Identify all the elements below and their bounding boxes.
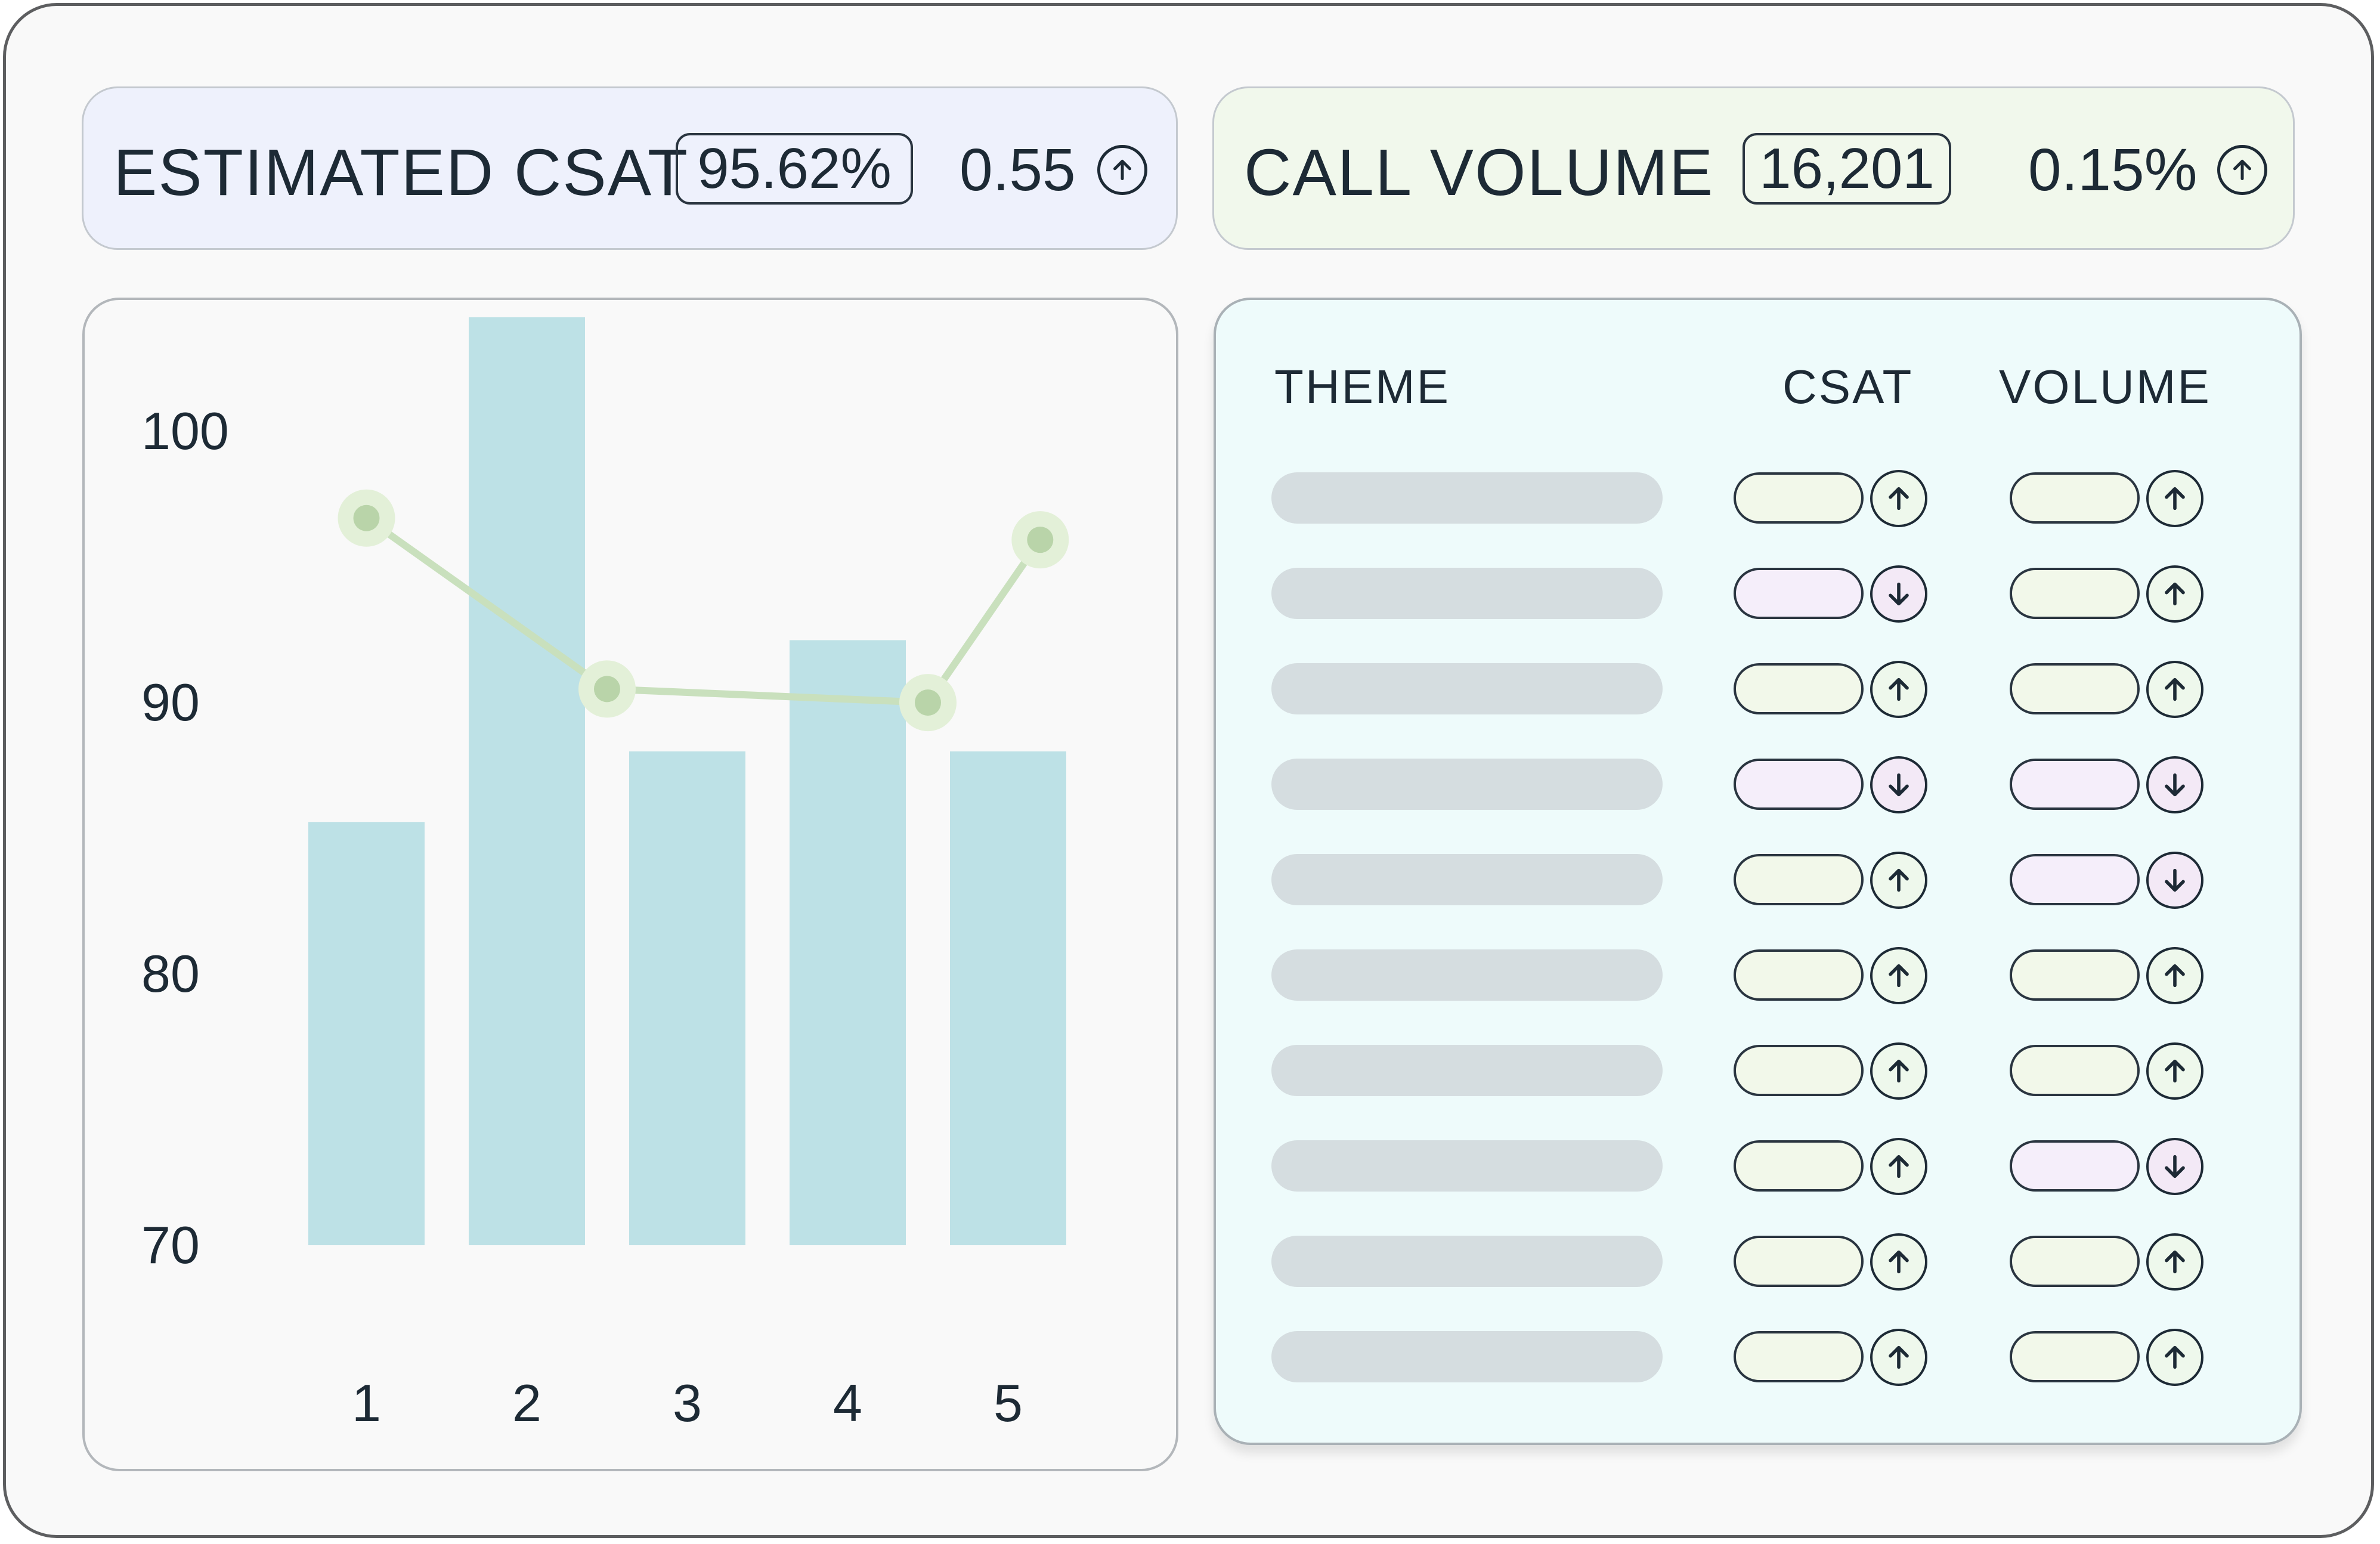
kpi-value-badge: 95.62%: [676, 133, 913, 205]
theme-placeholder: [1271, 472, 1663, 524]
csat-value-pill: [1734, 1045, 1864, 1096]
theme-placeholder: [1271, 1045, 1663, 1096]
theme-placeholder: [1271, 759, 1663, 810]
volume-value-pill: [2010, 568, 2140, 619]
theme-placeholder: [1271, 663, 1663, 714]
kpi-card-call-volume: CALL VOLUME 16,201 0.15%: [1212, 86, 2295, 250]
table-row: [1216, 1135, 2299, 1195]
arrow-up-icon: [1870, 947, 1927, 1004]
csat-value-pill: [1734, 472, 1864, 524]
arrow-up-icon: [1870, 1042, 1927, 1100]
csat-value-pill: [1734, 663, 1864, 714]
bar: [629, 751, 745, 1245]
line-point: [594, 676, 620, 703]
volume-value-pill: [2010, 1236, 2140, 1287]
kpi-value-badge: 16,201: [1743, 133, 1951, 205]
bar-line-chart: 100 90 80 70 1 2 3 4 5: [141, 317, 1069, 1432]
table-row: [1216, 945, 2299, 1004]
csat-value-pill: [1734, 1331, 1864, 1382]
bar: [950, 751, 1066, 1245]
bar: [790, 640, 906, 1245]
theme-placeholder: [1271, 568, 1663, 619]
arrow-up-icon: [2146, 1233, 2203, 1291]
table-row: [1216, 1326, 2299, 1386]
table-row: [1216, 754, 2299, 813]
csat-value-pill: [1734, 759, 1864, 810]
volume-value-pill: [2010, 854, 2140, 905]
x-tick-label: 5: [994, 1373, 1023, 1432]
arrow-up-icon: [2146, 661, 2203, 718]
arrow-down-icon: [1870, 565, 1927, 623]
kpi-label: CALL VOLUME: [1244, 136, 1714, 209]
theme-placeholder: [1271, 854, 1663, 905]
arrow-up-icon: [1097, 145, 1147, 195]
table-row: [1216, 563, 2299, 623]
arrow-down-icon: [2146, 756, 2203, 813]
arrow-up-icon: [1870, 852, 1927, 909]
arrow-up-icon: [2146, 947, 2203, 1004]
series-line: [364, 515, 1044, 707]
volume-value-pill: [2010, 1140, 2140, 1192]
kpi-card-estimated-csat: ESTIMATED CSAT 95.62% 0.55: [82, 86, 1178, 250]
volume-value-pill: [2010, 472, 2140, 524]
themes-table-panel: THEME CSAT VOLUME: [1214, 298, 2302, 1445]
bar: [469, 317, 585, 1245]
bar: [308, 822, 425, 1245]
chart-panel: 100 90 80 70 1 2 3 4 5: [82, 298, 1178, 1471]
y-tick-label: 90: [141, 673, 200, 732]
arrow-up-icon: [1870, 661, 1927, 718]
line-point: [353, 505, 380, 531]
table-row: [1216, 849, 2299, 909]
kpi-delta: 0.55: [960, 137, 1076, 203]
y-tick-label: 80: [141, 944, 200, 1003]
arrow-up-icon: [1870, 1233, 1927, 1291]
arrow-down-icon: [2146, 1138, 2203, 1195]
column-header-volume: VOLUME: [1999, 360, 2211, 413]
line-point: [915, 689, 941, 716]
x-tick-label: 2: [512, 1373, 541, 1432]
arrow-up-icon: [2146, 1329, 2203, 1386]
x-tick-label: 4: [833, 1373, 862, 1432]
arrow-up-icon: [2146, 470, 2203, 527]
theme-placeholder: [1271, 1140, 1663, 1192]
arrow-up-icon: [1870, 1138, 1927, 1195]
arrow-up-icon: [2146, 565, 2203, 623]
arrow-down-icon: [1870, 756, 1927, 813]
arrow-up-icon: [2217, 145, 2267, 195]
y-tick-label: 70: [141, 1215, 200, 1274]
volume-value-pill: [2010, 759, 2140, 810]
line-point: [1027, 527, 1054, 553]
csat-value-pill: [1734, 854, 1864, 905]
x-tick-label: 3: [673, 1373, 702, 1432]
csat-value-pill: [1734, 949, 1864, 1001]
csat-value-pill: [1734, 1236, 1864, 1287]
volume-value-pill: [2010, 949, 2140, 1001]
x-tick-label: 1: [352, 1373, 381, 1432]
theme-placeholder: [1271, 1236, 1663, 1287]
table-row: [1216, 658, 2299, 718]
csat-value-pill: [1734, 1140, 1864, 1192]
volume-value-pill: [2010, 1331, 2140, 1382]
y-tick-label: 100: [141, 401, 229, 460]
arrow-up-icon: [1870, 1329, 1927, 1386]
theme-placeholder: [1271, 949, 1663, 1001]
theme-placeholder: [1271, 1331, 1663, 1382]
csat-value-pill: [1734, 568, 1864, 619]
arrow-up-icon: [2146, 1042, 2203, 1100]
arrow-down-icon: [2146, 852, 2203, 909]
volume-value-pill: [2010, 663, 2140, 714]
kpi-label: ESTIMATED CSAT: [113, 136, 689, 209]
kpi-delta: 0.15%: [2028, 137, 2198, 203]
table-row: [1216, 1040, 2299, 1100]
column-header-theme: THEME: [1274, 360, 1450, 413]
dashboard-frame: ESTIMATED CSAT 95.62% 0.55 CALL VOLUME 1…: [3, 3, 2374, 1538]
volume-value-pill: [2010, 1045, 2140, 1096]
table-row: [1216, 1231, 2299, 1291]
column-header-csat: CSAT: [1782, 360, 1914, 413]
arrow-up-icon: [1870, 470, 1927, 527]
table-row: [1216, 468, 2299, 527]
